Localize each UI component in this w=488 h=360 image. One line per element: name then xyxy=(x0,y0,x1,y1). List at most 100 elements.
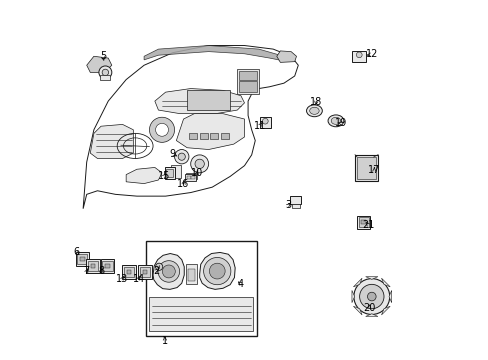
Bar xyxy=(80,257,84,261)
Bar xyxy=(164,167,175,179)
Bar xyxy=(354,154,378,181)
Bar xyxy=(186,173,197,179)
Text: 10: 10 xyxy=(191,168,203,178)
Text: 20: 20 xyxy=(363,303,375,314)
Text: 6: 6 xyxy=(74,247,80,257)
Bar xyxy=(101,259,114,273)
Circle shape xyxy=(195,159,204,168)
Circle shape xyxy=(155,263,163,270)
Text: 14: 14 xyxy=(132,274,144,284)
Polygon shape xyxy=(276,51,296,62)
Bar xyxy=(124,267,134,277)
Bar xyxy=(142,270,147,274)
Circle shape xyxy=(155,123,168,136)
Circle shape xyxy=(356,52,362,58)
Polygon shape xyxy=(126,167,162,184)
Circle shape xyxy=(353,279,389,315)
Ellipse shape xyxy=(330,117,340,124)
Bar xyxy=(76,252,89,266)
Polygon shape xyxy=(90,125,133,158)
Text: 17: 17 xyxy=(367,165,380,175)
Circle shape xyxy=(99,66,112,79)
Text: 11: 11 xyxy=(253,121,265,131)
Polygon shape xyxy=(86,56,112,72)
Polygon shape xyxy=(381,278,389,287)
Circle shape xyxy=(190,155,208,173)
Circle shape xyxy=(158,261,179,282)
Bar xyxy=(187,90,230,110)
Bar xyxy=(199,133,207,139)
Circle shape xyxy=(102,69,108,76)
Bar xyxy=(361,220,365,225)
Polygon shape xyxy=(144,45,287,62)
Circle shape xyxy=(203,257,230,285)
Bar xyxy=(210,133,218,139)
Circle shape xyxy=(262,118,267,124)
Text: 4: 4 xyxy=(237,279,244,289)
Bar xyxy=(187,269,195,281)
Bar xyxy=(88,261,98,271)
Bar xyxy=(138,265,151,279)
Polygon shape xyxy=(353,278,361,287)
Bar xyxy=(351,51,366,62)
Bar xyxy=(187,176,195,180)
Bar xyxy=(291,204,299,208)
Polygon shape xyxy=(381,306,389,315)
Bar xyxy=(185,174,196,181)
Text: 9: 9 xyxy=(169,149,176,159)
Bar xyxy=(126,270,131,274)
Bar xyxy=(122,265,136,279)
Bar xyxy=(77,254,87,264)
Bar xyxy=(356,157,375,179)
Polygon shape xyxy=(351,291,354,303)
Polygon shape xyxy=(353,306,361,315)
Bar xyxy=(221,133,228,139)
Text: 21: 21 xyxy=(361,220,374,230)
Polygon shape xyxy=(365,277,377,279)
Circle shape xyxy=(162,265,175,278)
Bar xyxy=(239,81,257,92)
Polygon shape xyxy=(388,291,391,303)
Polygon shape xyxy=(199,252,235,289)
Text: 3: 3 xyxy=(285,200,291,210)
Bar xyxy=(290,197,301,204)
Bar xyxy=(100,75,110,80)
Bar xyxy=(239,71,257,80)
Polygon shape xyxy=(365,314,377,316)
Circle shape xyxy=(149,117,174,142)
Bar xyxy=(191,176,195,179)
Text: 13: 13 xyxy=(116,274,128,284)
Bar xyxy=(102,261,112,271)
Polygon shape xyxy=(83,45,298,209)
Text: 19: 19 xyxy=(334,118,346,128)
Polygon shape xyxy=(155,89,244,114)
Bar xyxy=(91,264,95,268)
Bar xyxy=(166,169,173,177)
Bar xyxy=(140,267,149,277)
Bar xyxy=(188,133,196,139)
Circle shape xyxy=(178,153,185,160)
Bar xyxy=(171,165,181,178)
Ellipse shape xyxy=(306,105,322,117)
Bar xyxy=(187,176,190,179)
Bar xyxy=(149,297,253,331)
Ellipse shape xyxy=(309,107,319,114)
Text: 12: 12 xyxy=(365,49,377,59)
Polygon shape xyxy=(176,114,244,149)
Bar xyxy=(237,69,258,94)
Text: 16: 16 xyxy=(177,179,189,189)
Circle shape xyxy=(174,149,188,164)
Text: 1: 1 xyxy=(162,336,167,346)
Text: 7: 7 xyxy=(83,266,90,276)
Bar xyxy=(358,217,368,227)
Bar xyxy=(259,117,270,128)
Bar xyxy=(105,264,109,268)
Circle shape xyxy=(359,284,383,309)
Ellipse shape xyxy=(327,115,343,127)
Circle shape xyxy=(209,263,224,279)
Circle shape xyxy=(367,292,375,301)
Bar xyxy=(186,264,197,284)
Text: 2: 2 xyxy=(153,266,159,276)
Text: 8: 8 xyxy=(98,266,104,276)
Bar xyxy=(145,241,257,336)
